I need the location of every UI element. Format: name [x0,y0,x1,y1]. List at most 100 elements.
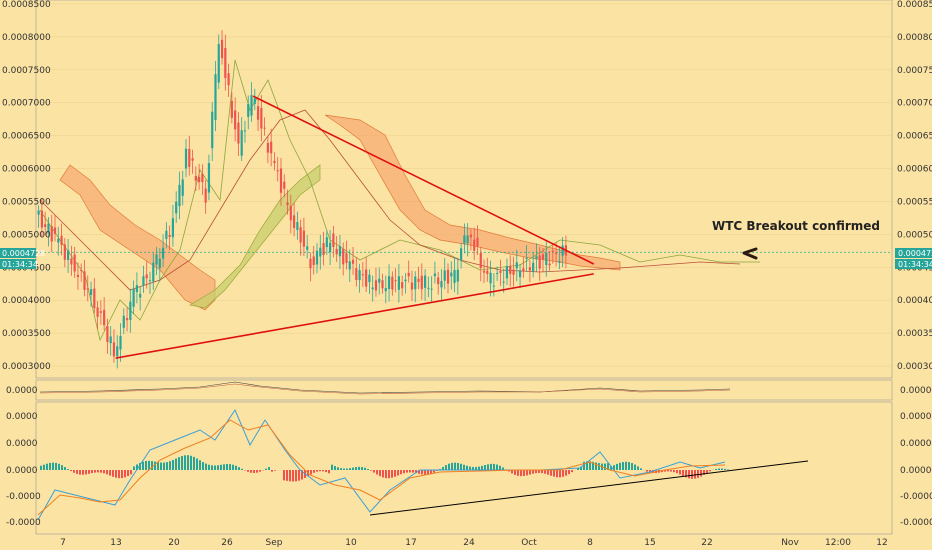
macd-histogram-bar [199,460,201,470]
macd-histogram-bar [178,457,180,470]
macd-histogram-bar [46,463,48,470]
left-price-badge: 0.0004728 01:34:34 [0,248,45,269]
macd-histogram-bar [340,468,342,470]
macd-histogram-bar [514,470,516,475]
macd-histogram-bar [232,464,234,470]
macd-histogram-bar [694,470,696,479]
candle-body [453,269,456,283]
macd-histogram-bar [133,466,135,470]
candle-body [309,258,312,269]
candle-body [234,110,237,130]
y-tick-label-right: 0.0005500 [897,197,932,207]
macd-histogram-bar [475,467,477,470]
macd-histogram-bar [652,470,654,474]
candle-body [106,326,109,342]
macd-histogram-bar [622,462,624,470]
candle-body [178,184,181,207]
macd-histogram-bar [172,460,174,470]
candle-body [220,39,224,59]
x-tick-label: 15 [644,538,655,548]
candle-body [528,267,531,271]
candle-body [266,142,269,153]
candle-body [351,259,355,264]
macd-histogram-bar [220,464,222,470]
macd-histogram-bar [583,461,585,470]
macd-histogram-bar [466,465,468,470]
macd-histogram-bar [532,470,534,474]
candle-body [407,272,410,277]
macd-histogram-bar [553,470,555,477]
macd-histogram-bar [394,470,396,477]
macd-histogram-bar [559,470,561,478]
candle-body [391,276,394,290]
candle-body [201,173,204,183]
macd-histogram-bar [433,470,435,473]
candle-body [345,253,348,263]
macd-histogram-bar [118,470,120,479]
candle-body [371,287,374,290]
ma-line-2 [39,109,741,291]
x-tick-label: 22 [701,538,712,548]
candle-body [417,278,420,282]
macd-histogram-bar [73,470,75,473]
macd-histogram-bar [463,464,465,470]
macd-histogram-bar [562,470,564,477]
candle-body [522,268,525,272]
macd-histogram-bar [706,470,708,473]
candle-body [355,268,358,281]
x-tick-label: 12:00 [825,538,851,548]
macd-histogram-bar [679,470,681,475]
x-tick-label: Sep [266,538,283,548]
macd-histogram-bar [610,466,612,470]
macd-histogram-bar [586,461,588,470]
candle-body [381,280,384,289]
candle-body [437,277,440,285]
candle-body [486,270,489,274]
macd-histogram-bar [541,470,543,474]
macd-histogram-bar [295,470,297,482]
macd-histogram-bar [55,462,57,470]
macd-histogram-bar [388,470,390,479]
macd-histogram-bar [616,463,618,470]
macd-histogram-bar [187,455,189,470]
macd-histogram-bar [406,470,408,473]
macd-histogram-bar [160,462,162,470]
macd-histogram-bar [193,456,195,470]
candle-body [243,130,247,132]
macd-histogram-bar [154,461,156,470]
macd-histogram-bar [331,464,333,470]
macd-histogram-bar [325,470,327,473]
macd-histogram-bar [148,460,150,470]
right-price-axis: 0.0008500 0.0008000 0.0007500 0.0007000 0.00… [897,0,932,528]
macd-histogram-bar [265,468,267,470]
candle-body [283,181,286,189]
candle-body [57,238,60,243]
candle-body [302,230,306,247]
macd-histogram-bar [604,463,606,470]
macd-histogram-bar [565,470,567,476]
arrow-icon [742,247,758,260]
macd-histogram-bar [256,470,258,473]
candle-body [456,269,459,282]
macd-histogram-bar [667,470,669,472]
macd-histogram-bar [145,461,147,470]
macd-histogram-bar [343,468,345,470]
macd-histogram-bar [217,465,219,470]
macd-histogram-bar [190,455,192,470]
x-tick-label: Oct [521,538,537,548]
macd-histogram-bar [691,470,693,479]
macd-histogram-bar [379,470,381,477]
candle-body [96,307,99,317]
macd-histogram-bar [646,470,648,472]
macd-histogram-bar [316,470,318,472]
right-price-badge-text: 0.0004728 [898,249,932,258]
candle-body [161,247,165,259]
candle-body [561,245,564,256]
macd-histogram-bar [211,465,213,470]
candle-body [70,258,73,265]
macd-histogram-bar [511,470,513,474]
candle-body [109,336,112,344]
macd-histogram-bar [142,461,144,470]
candle-body [148,280,152,282]
